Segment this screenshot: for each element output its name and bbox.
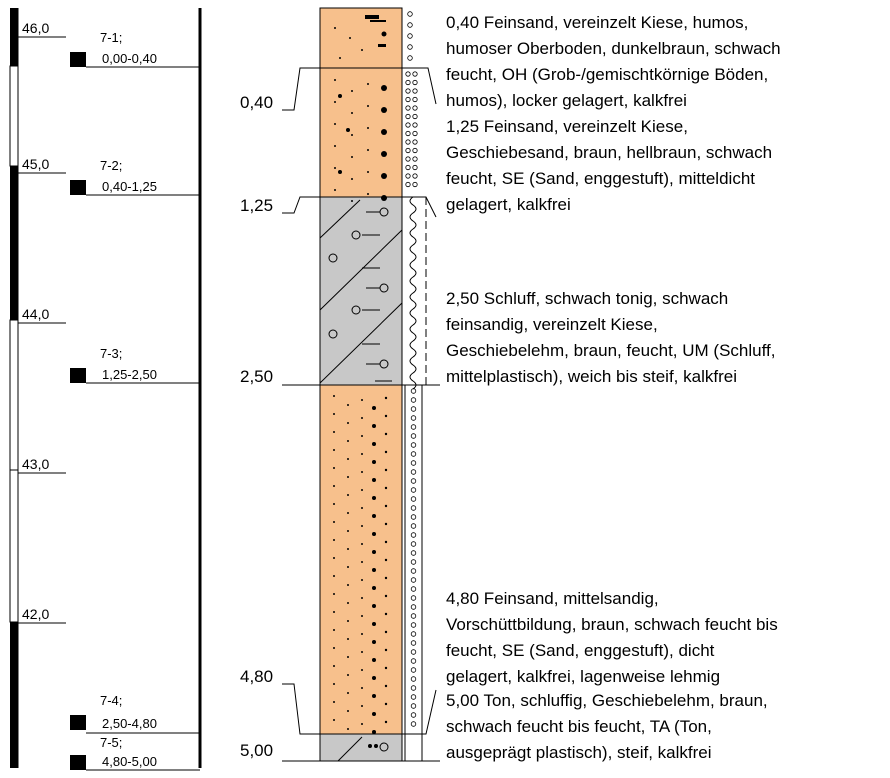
consistency-symbol <box>409 196 417 390</box>
elevation-label: 43,0 <box>22 456 49 472</box>
layer-1-25-fill <box>319 67 403 198</box>
elevation-scale: 46,0 45,0 44,0 43,0 42,0 <box>9 8 66 768</box>
description-line: feucht, SE (Sand, enggestuft), mitteldic… <box>446 169 755 188</box>
description-line: humos), locker gelagert, kalkfrei <box>446 91 687 110</box>
description-line: mittelplastisch), weich bis steif, kalkf… <box>446 367 737 386</box>
description-line: 0,40 Feinsand, vereinzelt Kiese, humos, <box>446 13 748 32</box>
elevation-bar-segment <box>10 8 18 66</box>
elevation-label: 44,0 <box>22 306 49 322</box>
till-pattern <box>319 199 403 384</box>
consistency-symbol <box>405 11 418 188</box>
elevation-label: 45,0 <box>22 156 49 172</box>
description-line: gelagert, kalkfrei <box>446 195 571 214</box>
sample-7-4: 7-4; 2,50-4,80 <box>70 693 200 734</box>
sample-7-5: 7-5; 4,80-5,00 <box>70 735 200 771</box>
description-line: humoser Oberboden, dunkelbraun, schwach <box>446 39 781 58</box>
sample-id: 7-2; <box>100 158 122 173</box>
description-line: Geschiebelehm, braun, feucht, UM (Schluf… <box>446 341 775 360</box>
sample-range: 1,25-2,50 <box>102 367 157 382</box>
sample-marker <box>70 755 86 770</box>
elevation-label: 46,0 <box>22 20 49 36</box>
description-line: Vorschüttbildung, braun, schwach feucht … <box>446 615 778 634</box>
sample-7-2: 7-2; 0,40-1,25 <box>70 158 200 196</box>
sample-id: 7-3; <box>100 346 122 361</box>
description-line: 5,00 Ton, schluffig, Geschiebelehm, brau… <box>446 691 768 710</box>
sample-id: 7-1; <box>100 30 122 45</box>
elevation-bar-segment <box>10 622 18 768</box>
soil-profile <box>319 7 403 762</box>
elevation-label: 42,0 <box>22 606 49 622</box>
description-line: feucht, OH (Grob-/gemischtkörnige Böden, <box>446 65 768 84</box>
depth-label: 1,25 <box>240 196 273 215</box>
elevation-bar-segment <box>10 166 18 320</box>
layer-2-50-fill <box>319 196 403 386</box>
depth-labels: 0,40 1,25 2,50 4,80 5,00 <box>240 67 320 762</box>
consistency-column <box>404 11 427 761</box>
sand-pattern <box>334 79 387 202</box>
depth-label: 0,40 <box>240 93 273 112</box>
till-pattern <box>337 736 389 762</box>
sample-marker <box>70 368 86 383</box>
depth-label: 2,50 <box>240 367 273 386</box>
samples-column: 7-1; 0,00-0,40 7-2; 0,40-1,25 7-3; 1,25-… <box>70 8 202 771</box>
description-leaders <box>402 67 440 762</box>
sample-marker <box>70 180 86 195</box>
layer-description-1-25: 1,25 Feinsand, vereinzelt Kiese, Geschie… <box>446 117 772 214</box>
description-line: 2,50 Schluff, schwach tonig, schwach <box>446 289 728 308</box>
description-line: feinsandig, vereinzelt Kiese, <box>446 315 658 334</box>
layer-0-40-fill <box>319 7 403 69</box>
sample-7-1: 7-1; 0,00-0,40 <box>70 30 200 68</box>
sample-marker <box>70 715 86 730</box>
layer-4-80-fill <box>319 384 403 735</box>
description-line: 4,80 Feinsand, mittelsandig, <box>446 589 659 608</box>
sand-pattern <box>333 395 388 734</box>
sample-range: 0,40-1,25 <box>102 179 157 194</box>
description-line: feucht, SE (Sand, enggestuft), dicht <box>446 641 715 660</box>
description-line: gelagert, kalkfrei, lagenweise lehmig <box>446 667 720 686</box>
sample-7-3: 7-3; 1,25-2,50 <box>70 346 200 384</box>
layer-description-2-50: 2,50 Schluff, schwach tonig, schwach fei… <box>446 289 775 386</box>
sample-id: 7-5; <box>100 735 122 750</box>
elevation-bar-segment <box>9 65 19 167</box>
layer-description-5-00: 5,00 Ton, schluffig, Geschiebelehm, brau… <box>446 691 768 762</box>
sample-id: 7-4; <box>100 693 122 708</box>
description-line: Geschiebesand, braun, hellbraun, schwach <box>446 143 772 162</box>
layer-description-0-40: 0,40 Feinsand, vereinzelt Kiese, humos, … <box>446 13 781 110</box>
sand-pattern <box>334 15 387 59</box>
layer-description-4-80: 4,80 Feinsand, mittelsandig, Vorschüttbi… <box>446 589 778 686</box>
description-line: schwach feucht bis feucht, TA (Ton, <box>446 717 712 736</box>
depth-label: 4,80 <box>240 667 273 686</box>
consistency-symbol <box>410 388 417 727</box>
depth-label: 5,00 <box>240 741 273 760</box>
elevation-bar-segment <box>9 319 19 471</box>
sample-marker <box>70 52 86 67</box>
sample-range: 4,80-5,00 <box>102 754 157 769</box>
sample-range: 0,00-0,40 <box>102 51 157 66</box>
description-line: 1,25 Feinsand, vereinzelt Kiese, <box>446 117 688 136</box>
elevation-bar-segment <box>9 469 19 623</box>
sample-range: 2,50-4,80 <box>102 716 157 731</box>
description-line: ausgeprägt plastisch), steif, kalkfrei <box>446 743 712 762</box>
